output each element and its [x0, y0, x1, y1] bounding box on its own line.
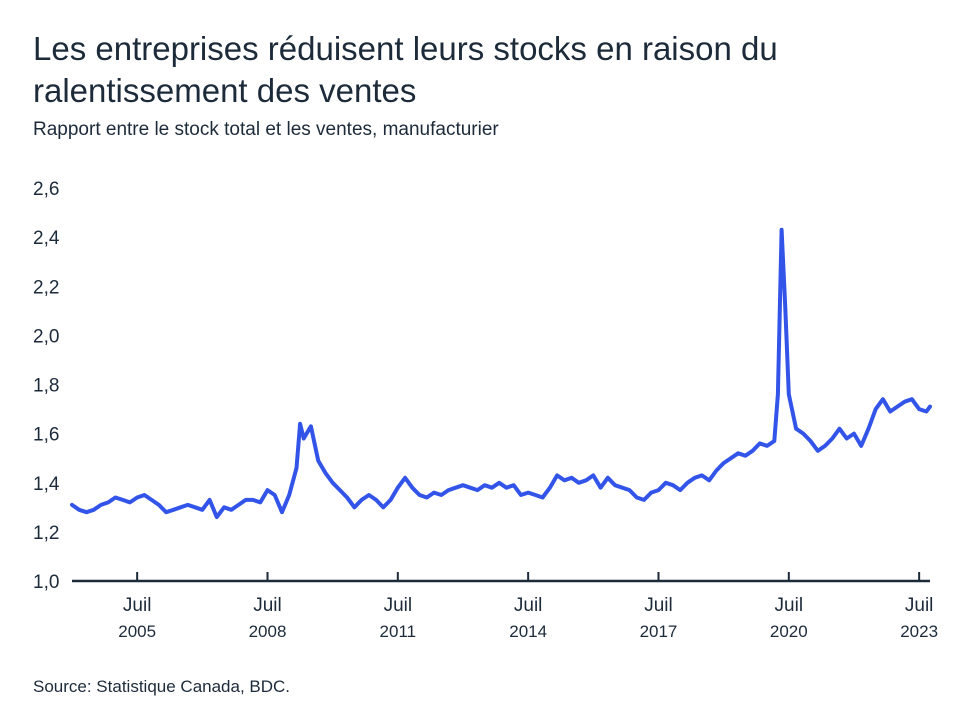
x-tick-label-year: 2014	[509, 622, 547, 641]
x-tick-label-year: 2005	[118, 622, 156, 641]
y-tick-label: 1,2	[33, 523, 59, 544]
y-tick-label: 2,2	[33, 277, 59, 298]
y-axis-ticks: 1,0 1,2 1,4 1,6 1,8 2,0 2,2 2,4 2,6	[33, 179, 60, 593]
y-tick-label: 1,0	[33, 572, 59, 593]
series-line	[70, 227, 932, 520]
y-tick-label: 1,8	[33, 376, 59, 397]
x-tick-label-month: Juil	[253, 595, 282, 616]
x-tick-label-year: 2011	[380, 622, 417, 641]
y-tick-label: 1,4	[33, 474, 60, 495]
x-tick-label-month: Juil	[384, 595, 413, 616]
x-tick-label-year: 2023	[900, 622, 938, 641]
x-tick-label-year: 2020	[770, 622, 808, 641]
chart-subtitle: Rapport entre le stock total et les vent…	[33, 119, 499, 140]
x-tick-label-month: Juil	[644, 595, 673, 616]
y-tick-label: 2,0	[33, 326, 59, 347]
y-tick-label: 2,4	[33, 228, 60, 249]
x-tick-label-year: 2017	[640, 622, 678, 641]
y-tick-label: 2,6	[33, 179, 59, 200]
x-tick-label-month: Juil	[905, 595, 934, 616]
x-tick-label-month: Juil	[775, 595, 804, 616]
source-note: Source: Statistique Canada, BDC.	[33, 677, 291, 696]
y-tick-label: 1,6	[33, 425, 59, 446]
x-axis-ticks: Juil 2005 Juil 2008 Juil 2011 Juil 2014 Juil 2017…	[118, 572, 938, 641]
x-tick-label-month: Juil	[123, 595, 152, 616]
x-tick-label-month: Juil	[514, 595, 543, 616]
chart-title: Les entreprises réduisent leurs stocks e…	[33, 30, 778, 109]
x-tick-label-year: 2008	[249, 622, 287, 641]
